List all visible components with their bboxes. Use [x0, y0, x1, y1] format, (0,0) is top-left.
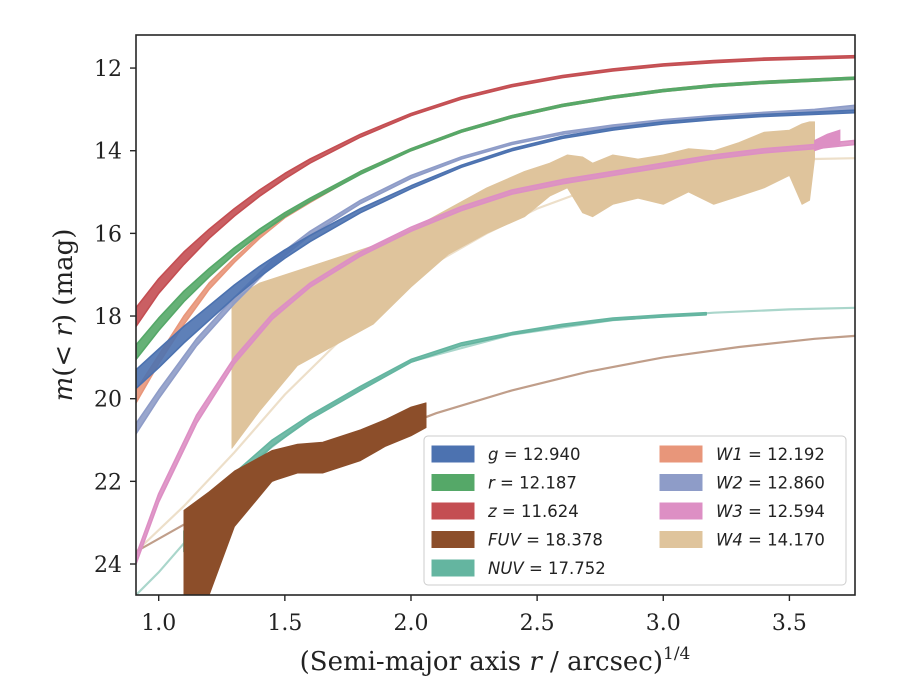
legend-label-g: g = 12.940: [488, 445, 581, 464]
x-tick-label: 3.5: [772, 611, 807, 636]
y-tick-label: 24: [94, 553, 122, 578]
legend-frame: [423, 435, 847, 586]
legend-swatch-nuv: [431, 559, 475, 577]
legend-swatch-w1: [659, 445, 703, 463]
legend-label-r: r = 12.187: [488, 474, 577, 493]
legend-swatch-fuv: [431, 531, 475, 548]
legend-swatch-w4: [659, 531, 703, 548]
legend-label-w1: W1 = 12.192: [716, 445, 825, 464]
y-tick-label: 12: [94, 57, 122, 82]
series-w3-band: [136, 139, 855, 565]
legend-swatch-r: [431, 474, 475, 491]
y-axis-label: m(< r) (mag): [49, 229, 79, 402]
legend-label-w2: W2 = 12.860: [716, 474, 825, 493]
x-axis: 1.0 1.5 2.0 2.5 3.0 3.5: [141, 595, 807, 636]
x-tick-label: 2.5: [520, 611, 555, 636]
legend-label-z: z = 11.624: [487, 502, 579, 521]
series-w4-band: [231, 121, 815, 449]
y-axis: 12 14 16 18 20 22 24: [94, 57, 136, 578]
y-tick-label: 20: [94, 388, 122, 413]
x-tick-label: 2.0: [393, 611, 428, 636]
legend-swatch-g: [431, 445, 475, 463]
legend-label-fuv: FUV = 18.378: [488, 531, 603, 550]
legend-swatch-w3: [659, 502, 703, 520]
series-w3-extension: [814, 129, 841, 152]
y-tick-label: 18: [94, 305, 122, 330]
legend-swatch-w2: [659, 474, 703, 491]
y-tick-label: 16: [94, 222, 122, 247]
series-fuv-band: [183, 402, 427, 595]
series-g-band: [136, 109, 855, 390]
legend-label-w4: W4 = 14.170: [716, 531, 825, 550]
x-tick-label: 3.0: [646, 611, 681, 636]
y-tick-label: 14: [94, 140, 122, 165]
series-r-band: [136, 76, 855, 361]
legend-swatch-z: [431, 502, 475, 520]
y-tick-label: 22: [94, 470, 122, 495]
plot-frame: [135, 34, 856, 596]
x-tick-label: 1.0: [141, 611, 176, 636]
x-axis-label: (Semi-major axis r / arcsec)1/4: [300, 644, 691, 677]
legend-label-nuv: NUV = 17.752: [488, 559, 606, 578]
legend-label-w3: W3 = 12.594: [716, 502, 825, 521]
series-nuv-band: [183, 311, 707, 553]
series-layer: [136, 54, 855, 595]
x-tick-label: 1.5: [267, 611, 302, 636]
legend: g = 12.940 r = 12.187 z = 11.624 FUV = 18.3…: [423, 435, 847, 586]
series-z-band: [136, 54, 855, 328]
